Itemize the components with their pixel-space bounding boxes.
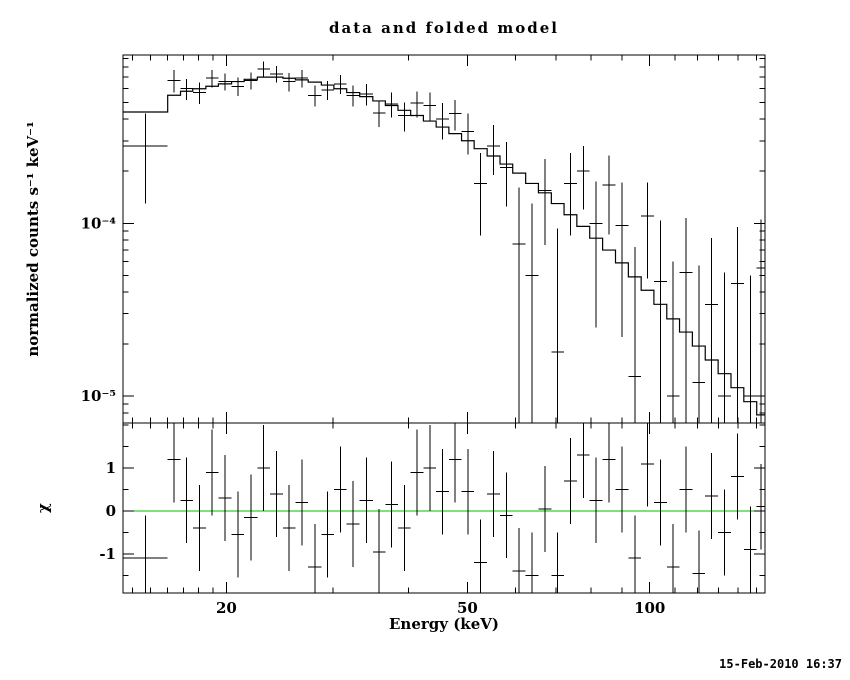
y-axis-label-bottom: χ bbox=[34, 503, 52, 513]
y-tick-label-bottom: 0 bbox=[106, 502, 116, 520]
top-panel-frame bbox=[122, 54, 766, 424]
plot-dynamic-layer: 20 50 100 10⁻⁴ 10⁻⁵ 1 0 -1 bbox=[81, 54, 766, 617]
y-tick-label-bottom: 1 bbox=[106, 459, 116, 477]
y-axis-label-top: normalized counts s⁻¹ keV⁻¹ bbox=[24, 121, 42, 356]
x-tick-label: 100 bbox=[634, 599, 665, 617]
timestamp: 15-Feb-2010 16:37 bbox=[719, 657, 842, 671]
y-tick-label-top: 10⁻⁵ bbox=[81, 387, 116, 405]
y-tick-label-bottom: -1 bbox=[99, 545, 116, 563]
bottom-panel-frame bbox=[122, 422, 766, 594]
x-axis-label: Energy (keV) bbox=[389, 615, 499, 633]
y-tick-label-top: 10⁻⁴ bbox=[81, 214, 117, 232]
chart-title: data and folded model bbox=[329, 19, 559, 37]
x-tick-label: 20 bbox=[216, 599, 237, 617]
folded-model-line bbox=[123, 76, 765, 416]
x-tick-label: 50 bbox=[457, 599, 478, 617]
